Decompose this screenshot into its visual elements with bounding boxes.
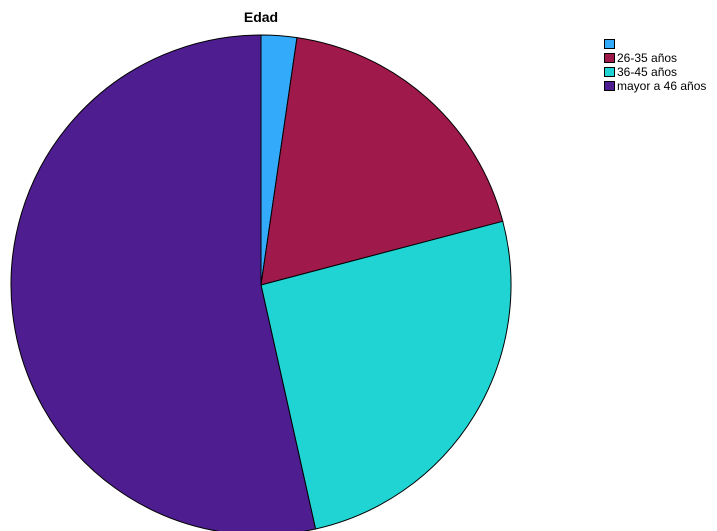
legend-swatch-3 (604, 81, 615, 91)
legend-label-1: 26-35 años (617, 51, 678, 65)
legend-item-1: 26-35 años (604, 51, 706, 65)
pie-slice-1 (260, 37, 504, 286)
pie-slice-2 (260, 220, 512, 530)
legend-item-2: 36-45 años (604, 65, 706, 79)
legend: 26-35 años 36-45 años mayor a 46 años (604, 37, 706, 93)
legend-swatch-0 (604, 39, 615, 49)
pie-slice-3 (10, 34, 317, 531)
legend-swatch-2 (604, 67, 615, 77)
legend-label-3: mayor a 46 años (617, 79, 707, 93)
chart-title: Edad (243, 9, 279, 25)
legend-item-0 (604, 37, 706, 51)
legend-item-3: mayor a 46 años (604, 79, 706, 93)
legend-swatch-1 (604, 53, 615, 63)
legend-label-2: 36-45 años (617, 65, 678, 79)
